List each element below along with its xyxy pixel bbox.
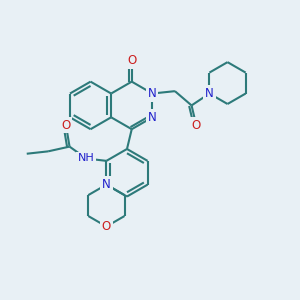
Text: N: N: [102, 178, 111, 191]
Text: O: O: [127, 54, 136, 67]
Text: NH: NH: [78, 154, 94, 164]
Text: O: O: [61, 119, 70, 132]
Text: N: N: [205, 87, 214, 100]
Text: N: N: [148, 111, 157, 124]
Text: N: N: [205, 87, 214, 100]
Text: N: N: [102, 178, 111, 191]
Text: O: O: [102, 220, 111, 233]
Text: O: O: [192, 119, 201, 132]
Text: N: N: [148, 87, 157, 100]
